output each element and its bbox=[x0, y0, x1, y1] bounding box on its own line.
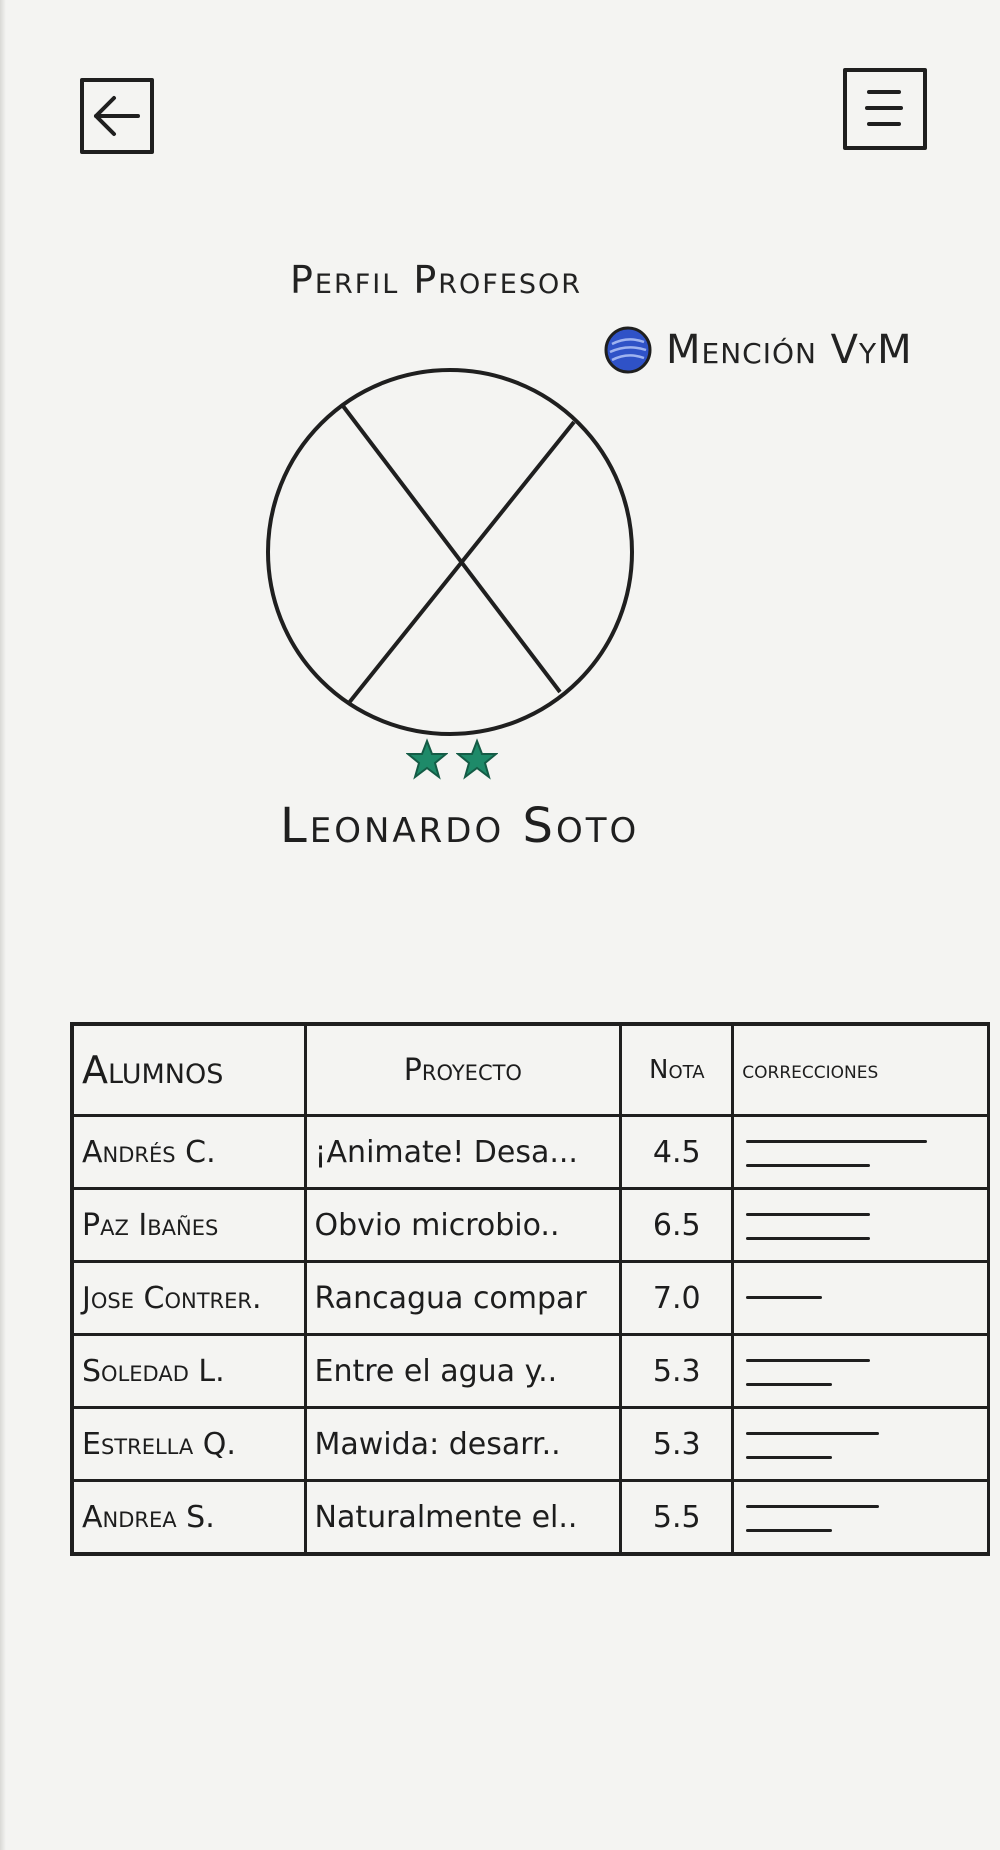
corrections-cell[interactable] bbox=[731, 1114, 990, 1190]
back-button[interactable] bbox=[80, 78, 154, 154]
corrections-cell[interactable] bbox=[731, 1479, 990, 1556]
correction-line bbox=[746, 1237, 871, 1240]
avatar-placeholder-icon[interactable] bbox=[260, 362, 640, 742]
table-header-row: Alumnos Proyecto Nota correcciones bbox=[70, 1022, 990, 1117]
correction-line bbox=[746, 1296, 823, 1299]
corrections-lines bbox=[742, 1489, 979, 1545]
mention-badge: Mención VyM bbox=[602, 324, 913, 376]
project-title[interactable]: ¡Animate! Desa... bbox=[303, 1114, 623, 1190]
menu-button[interactable] bbox=[843, 68, 927, 150]
corrections-cell[interactable] bbox=[731, 1406, 990, 1482]
star-icon bbox=[456, 738, 498, 780]
correction-line bbox=[746, 1432, 880, 1435]
correction-line bbox=[746, 1529, 833, 1532]
grade-value: 6.5 bbox=[619, 1187, 735, 1263]
project-title[interactable]: Naturalmente el.. bbox=[303, 1479, 623, 1556]
project-title[interactable]: Mawida: desarr.. bbox=[303, 1406, 623, 1482]
student-name[interactable]: Andrés C. bbox=[70, 1114, 307, 1190]
students-table: Alumnos Proyecto Nota correcciones André… bbox=[70, 1022, 990, 1556]
correction-line bbox=[746, 1213, 871, 1216]
globe-icon bbox=[604, 326, 652, 374]
star-icon bbox=[406, 738, 448, 780]
mention-label: Mención VyM bbox=[666, 327, 913, 373]
student-name[interactable]: Estrella Q. bbox=[70, 1406, 307, 1482]
correction-line bbox=[746, 1456, 833, 1459]
correction-line bbox=[746, 1359, 871, 1362]
corrections-cell[interactable] bbox=[731, 1333, 990, 1409]
student-name[interactable]: Paz Ibañes bbox=[70, 1187, 307, 1263]
corrections-lines bbox=[742, 1343, 979, 1399]
corrections-lines bbox=[742, 1124, 979, 1180]
project-title[interactable]: Rancagua compar bbox=[303, 1260, 623, 1336]
grade-value: 5.5 bbox=[619, 1479, 735, 1556]
grade-value: 7.0 bbox=[619, 1260, 735, 1336]
correction-line bbox=[746, 1383, 833, 1386]
table-row[interactable]: Andrés C. ¡Animate! Desa... 4.5 bbox=[70, 1114, 990, 1190]
table-row[interactable]: Jose Contrer. Rancagua compar 7.0 bbox=[70, 1260, 990, 1336]
header-correcciones: correcciones bbox=[731, 1022, 990, 1117]
rating-stars bbox=[406, 738, 498, 780]
correction-line bbox=[746, 1140, 928, 1143]
table-row[interactable]: Soledad L. Entre el agua y.. 5.3 bbox=[70, 1333, 990, 1409]
table-row[interactable]: Estrella Q. Mawida: desarr.. 5.3 bbox=[70, 1406, 990, 1482]
teacher-name: Leonardo Soto bbox=[280, 798, 640, 854]
student-name[interactable]: Andrea S. bbox=[70, 1479, 307, 1556]
student-name[interactable]: Soledad L. bbox=[70, 1333, 307, 1409]
hamburger-menu-icon bbox=[865, 90, 903, 126]
grade-value: 5.3 bbox=[619, 1333, 735, 1409]
grade-value: 5.3 bbox=[619, 1406, 735, 1482]
header-alumnos: Alumnos bbox=[70, 1022, 307, 1117]
table-row[interactable]: Paz Ibañes Obvio microbio.. 6.5 bbox=[70, 1187, 990, 1263]
corrections-lines bbox=[742, 1270, 979, 1326]
header-nota: Nota bbox=[619, 1022, 735, 1117]
arrow-left-icon bbox=[94, 96, 140, 136]
header-proyecto: Proyecto bbox=[303, 1022, 623, 1117]
corrections-lines bbox=[742, 1197, 979, 1253]
project-title[interactable]: Obvio microbio.. bbox=[303, 1187, 623, 1263]
grade-value: 4.5 bbox=[619, 1114, 735, 1190]
page-title: Perfil Profesor bbox=[290, 258, 583, 302]
paper-edge bbox=[0, 0, 6, 1850]
correction-line bbox=[746, 1164, 871, 1167]
project-title[interactable]: Entre el agua y.. bbox=[303, 1333, 623, 1409]
correction-line bbox=[746, 1505, 880, 1508]
corrections-cell[interactable] bbox=[731, 1187, 990, 1263]
student-name[interactable]: Jose Contrer. bbox=[70, 1260, 307, 1336]
corrections-lines bbox=[742, 1416, 979, 1472]
corrections-cell[interactable] bbox=[731, 1260, 990, 1336]
table-row[interactable]: Andrea S. Naturalmente el.. 5.5 bbox=[70, 1479, 990, 1556]
